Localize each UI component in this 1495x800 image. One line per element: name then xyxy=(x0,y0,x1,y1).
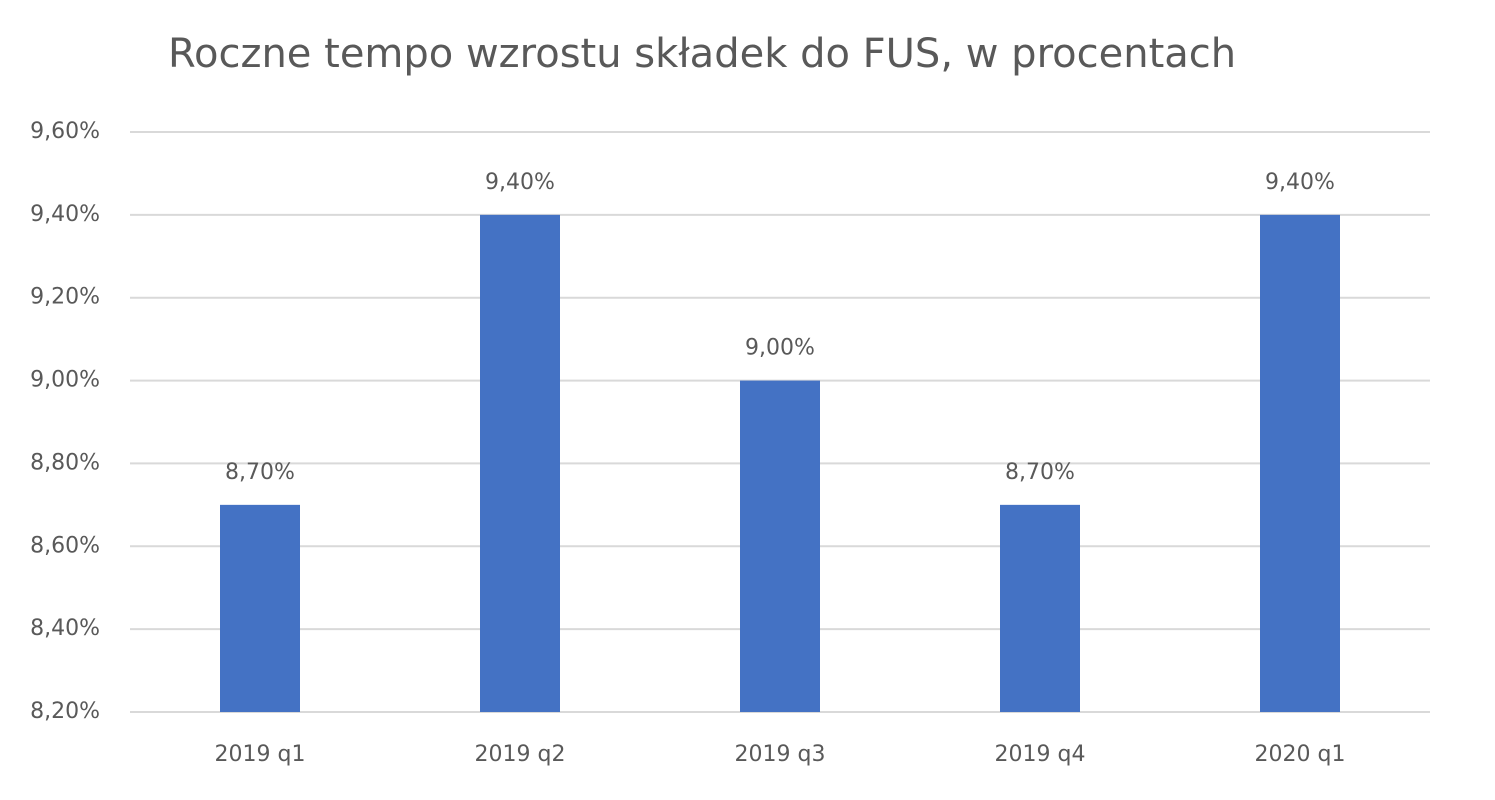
y-tick-label: 8,80% xyxy=(30,450,100,475)
x-tick-label: 2020 q1 xyxy=(1255,742,1346,767)
y-tick-label: 9,00% xyxy=(30,368,100,393)
y-tick-label: 9,60% xyxy=(30,119,100,144)
y-tick-label: 8,20% xyxy=(30,699,100,724)
x-tick-label: 2019 q3 xyxy=(735,742,826,767)
bar xyxy=(480,214,560,712)
bar xyxy=(220,504,300,712)
value-label: 9,40% xyxy=(485,170,555,195)
x-tick-label: 2019 q1 xyxy=(215,742,306,767)
value-label: 9,00% xyxy=(745,336,815,361)
value-label: 8,70% xyxy=(225,460,295,485)
y-tick-label: 9,20% xyxy=(30,285,100,310)
value-label: 9,40% xyxy=(1265,170,1335,195)
y-tick-label: 8,60% xyxy=(30,533,100,558)
bar xyxy=(1260,214,1340,712)
chart-title: Roczne tempo wzrostu składek do FUS, w p… xyxy=(168,31,1236,77)
x-tick-label: 2019 q4 xyxy=(995,742,1086,767)
bar xyxy=(740,380,820,712)
bar xyxy=(1000,504,1080,712)
y-tick-label: 9,40% xyxy=(30,202,100,227)
y-tick-label: 8,40% xyxy=(30,616,100,641)
x-tick-label: 2019 q2 xyxy=(475,742,566,767)
value-label: 8,70% xyxy=(1005,460,1075,485)
